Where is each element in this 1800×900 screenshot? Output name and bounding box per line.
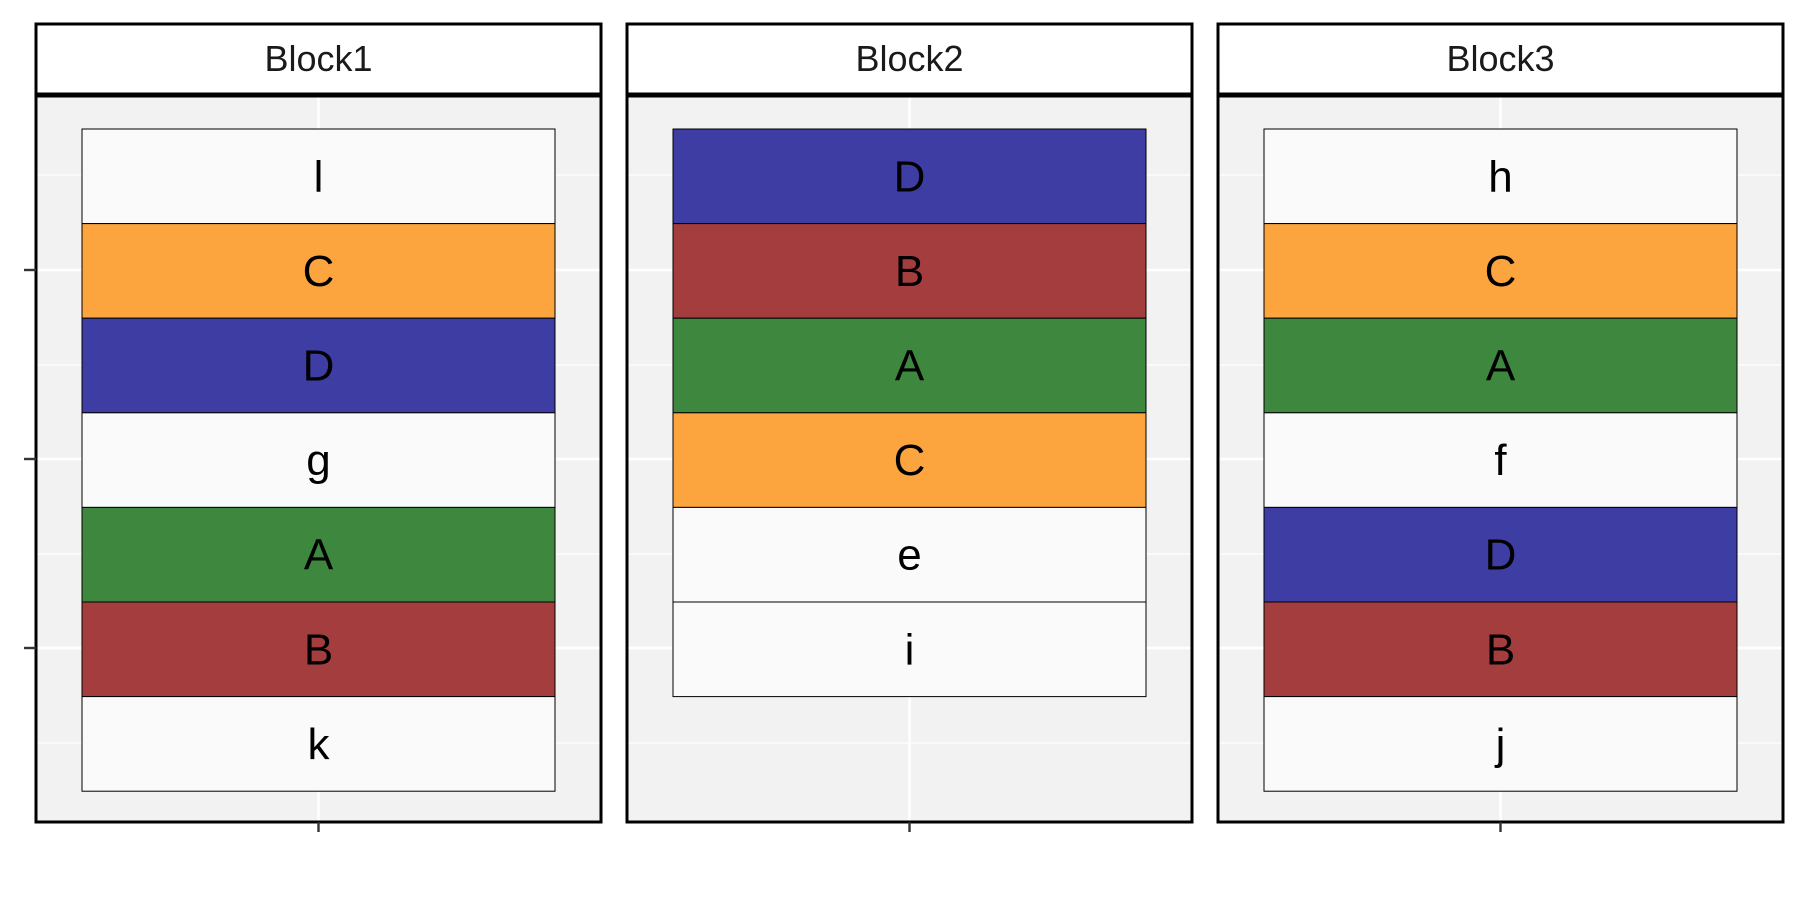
tile-C bbox=[672, 412, 1147, 508]
tile-label: C bbox=[1485, 247, 1517, 296]
facet-strip-label: Block1 bbox=[264, 38, 372, 79]
facet-strip-label: Block2 bbox=[855, 38, 963, 79]
tile-label: B bbox=[895, 247, 924, 296]
tile-label: k bbox=[308, 720, 331, 769]
tile-label: i bbox=[905, 625, 915, 674]
facet-strip bbox=[1216, 22, 1785, 96]
tile-j bbox=[1263, 696, 1738, 792]
tile-label: l bbox=[314, 152, 324, 201]
tile-label: j bbox=[1494, 720, 1506, 769]
tile-A bbox=[1263, 317, 1738, 414]
tile-D bbox=[81, 317, 556, 414]
tile-g bbox=[81, 412, 556, 508]
tile-label: g bbox=[306, 436, 330, 485]
tile-B bbox=[672, 223, 1147, 319]
tile-label: A bbox=[895, 342, 925, 391]
tile-label: B bbox=[304, 625, 333, 674]
tile-f bbox=[1263, 412, 1738, 508]
tile-label: D bbox=[894, 152, 926, 201]
tile-label: A bbox=[304, 531, 334, 580]
tile-C bbox=[81, 223, 556, 319]
tile-label: e bbox=[897, 531, 921, 580]
facet-strip-label: Block3 bbox=[1446, 38, 1554, 79]
tile-e bbox=[672, 506, 1147, 603]
tile-label: B bbox=[1486, 625, 1515, 674]
tile-A bbox=[672, 317, 1147, 414]
tile-D bbox=[672, 128, 1147, 225]
tile-label: D bbox=[1485, 531, 1517, 580]
tile-B bbox=[81, 601, 556, 698]
tile-label: C bbox=[303, 247, 335, 296]
tile-h bbox=[1263, 128, 1738, 225]
tile-D bbox=[1263, 506, 1738, 603]
tile-label: A bbox=[1486, 342, 1516, 391]
tile-label: f bbox=[1494, 436, 1507, 485]
tile-B bbox=[1263, 601, 1738, 698]
tile-l bbox=[81, 128, 556, 225]
tile-C bbox=[1263, 223, 1738, 319]
tile-k bbox=[81, 696, 556, 792]
tile-label: h bbox=[1488, 152, 1512, 201]
tile-A bbox=[81, 506, 556, 603]
tile-i bbox=[672, 601, 1147, 698]
facet-strip bbox=[34, 22, 603, 96]
facet-strip bbox=[625, 22, 1194, 96]
tile-label: D bbox=[303, 342, 335, 391]
tile-label: C bbox=[894, 436, 926, 485]
